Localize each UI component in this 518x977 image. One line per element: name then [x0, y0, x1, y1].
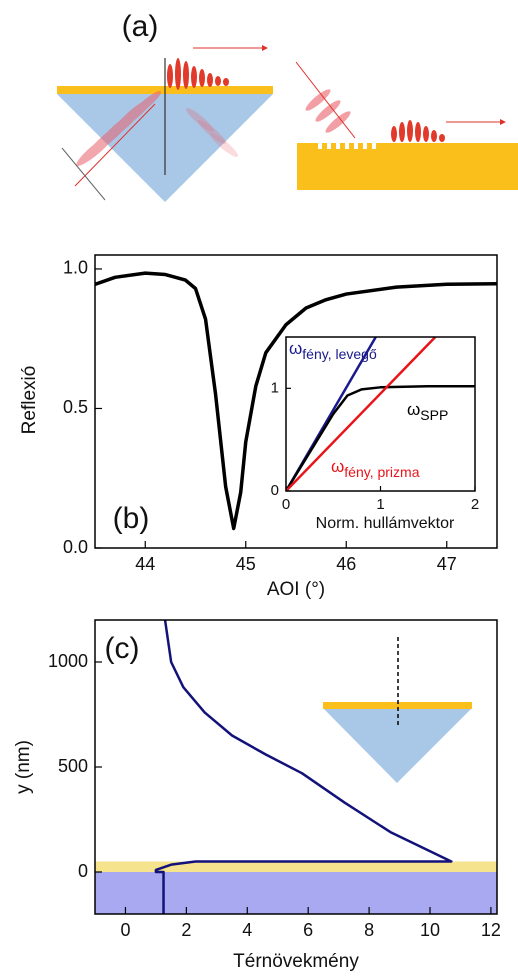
- panel-a-illustration: (a): [57, 10, 518, 202]
- x-axis-label: Norm. hullámvektor: [316, 515, 455, 532]
- plot-background: [286, 337, 475, 491]
- data-line: [286, 337, 437, 491]
- y-tick-label: 0: [78, 861, 88, 881]
- y-axis-label: y (nm): [13, 740, 34, 794]
- x-tick-label: 44: [135, 554, 155, 574]
- y-tick-label: 0: [271, 482, 279, 499]
- panel-label: (b): [113, 502, 150, 535]
- y-tick-label: 500: [58, 756, 88, 776]
- x-tick-label: 47: [437, 554, 457, 574]
- x-tick-label: 2: [181, 920, 191, 940]
- gold-substrate: [297, 143, 518, 190]
- x-tick-label: 8: [364, 920, 374, 940]
- series-symbol: ω: [407, 400, 420, 419]
- incident-arrow: [74, 103, 156, 187]
- x-tick-label: 0: [120, 920, 130, 940]
- axes-frame: [94, 254, 498, 549]
- y-axis-label: Reflexió: [19, 366, 40, 435]
- series-label: ωfény, levegő: [289, 339, 377, 361]
- lines: [95, 271, 497, 531]
- chart: 0 2 4 6 8 10 12 0 500 1000 Térnövekmény y (nm) (c): [13, 619, 501, 972]
- arrow-head: [500, 119, 506, 125]
- arrow-head: [262, 45, 268, 51]
- grating-plasmon: [391, 120, 445, 142]
- grating-wave: [305, 89, 351, 133]
- series-subscript: SPP: [420, 407, 448, 423]
- data-line: [154, 620, 453, 914]
- polarization-arrow: [61, 147, 106, 201]
- x-tick-label: 0: [282, 496, 290, 513]
- light-wave: [76, 91, 239, 166]
- y-tick-label: 1.0: [63, 258, 88, 278]
- grating-incident: [295, 61, 356, 139]
- series-symbol: ω: [331, 457, 344, 476]
- series-symbol: ω: [289, 339, 302, 358]
- lines: [286, 337, 475, 491]
- y-tick-label: 0.0: [63, 537, 88, 557]
- layer-band: [95, 872, 497, 914]
- x-tick-label: 6: [303, 920, 313, 940]
- series-label: ωSPP: [407, 400, 448, 422]
- y-tick-label: 1: [271, 379, 279, 396]
- lines: [154, 620, 453, 914]
- x-tick-label: 2: [471, 496, 479, 513]
- data-line: [286, 385, 475, 491]
- plasmon-field: [167, 58, 229, 90]
- series-label: ωfény, prizma: [331, 457, 420, 479]
- x-tick-label: 45: [236, 554, 256, 574]
- panel-label: (a): [122, 10, 159, 43]
- x-tick-label: 10: [420, 920, 440, 940]
- y-tick-label: 1000: [48, 651, 88, 671]
- x-tick-label: 12: [481, 920, 501, 940]
- gold-film: [323, 702, 472, 709]
- grating: [318, 143, 376, 149]
- series-subscript: fény, prizma: [344, 464, 419, 480]
- x-axis-label: Térnövekmény: [233, 951, 359, 972]
- data-line: [95, 271, 497, 531]
- x-tick-label: 46: [336, 554, 356, 574]
- y-tick-label: 0.5: [63, 397, 88, 417]
- x-axis-label: AOI (°): [267, 579, 325, 600]
- series-subscript: fény, levegő: [302, 346, 377, 362]
- x-tick-label: 4: [242, 920, 252, 940]
- layer-band: [95, 861, 497, 872]
- x-tick-label: 1: [376, 496, 384, 513]
- prism: [323, 708, 472, 783]
- panel-label: (c): [105, 632, 140, 665]
- chart: 0 1 2 0 1 Norm. hullámvektor: [271, 336, 479, 532]
